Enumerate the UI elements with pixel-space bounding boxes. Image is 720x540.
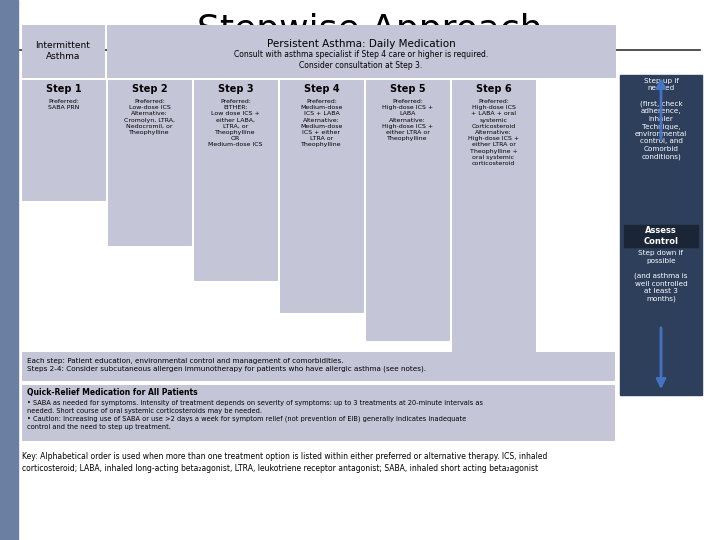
Text: Step 5: Step 5	[390, 84, 426, 94]
Bar	[624, 225, 698, 247]
Text: Preferred:
Medium-dose
ICS + LABA
Alternative:
Medium-dose
ICS + either
LTRA or
: Preferred: Medium-dose ICS + LABA Altern…	[300, 99, 343, 147]
Text: Preferred:
High-dose ICS
+ LABA + oral
systemic
Corticosteroid
Alternative:
High: Preferred: High-dose ICS + LABA + oral s…	[468, 99, 519, 166]
Text: Step up if
needed

(first, check
adherence,
inhaler
Technique,
environmental
con: Step up if needed (first, check adherenc…	[635, 78, 687, 160]
Text: Preferred:
EITHER:
Low dose ICS +
either LABA,
LTRA, or
Theophylline
OR
Medium-d: Preferred: EITHER: Low dose ICS + either…	[208, 99, 263, 147]
Bar	[22, 25, 104, 77]
Text: Consult with asthma specialist if Step 4 care or higher is required.
Consider co: Consult with asthma specialist if Step 4…	[234, 50, 488, 70]
Bar	[107, 25, 615, 77]
Text: Step 3: Step 3	[217, 84, 253, 94]
Bar	[22, 385, 614, 440]
Text: Quick-Relief Medication for All Patients: Quick-Relief Medication for All Patients	[27, 388, 197, 396]
Text: • SABA as needed for symptoms. Intensity of treatment depends on severity of sym: • SABA as needed for symptoms. Intensity…	[27, 400, 483, 430]
Text: Step 2: Step 2	[132, 84, 167, 94]
Text: Step 4: Step 4	[304, 84, 339, 94]
Text: Preferred:
High-dose ICS +
LABA
Alternative:
High-dose ICS +
either LTRA or
Theo: Preferred: High-dose ICS + LABA Alternat…	[382, 99, 433, 141]
Bar	[452, 80, 535, 370]
Text: Preferred:
Low-dose ICS
Alternative:
Cromolyn, LTRA,
Nedocromil, or
Theophylline: Preferred: Low-dose ICS Alternative: Cro…	[124, 99, 175, 135]
Text: Step down if
possible

(and asthma is
well controlled
at least 3
months): Step down if possible (and asthma is wel…	[634, 250, 688, 302]
Bar	[194, 80, 277, 280]
Text: Intermittent
Asthma: Intermittent Asthma	[35, 41, 91, 60]
Text: Key: Alphabetical order is used when more than one treatment option is listed wi: Key: Alphabetical order is used when mor…	[22, 452, 547, 473]
Bar	[0, 0, 18, 540]
Text: Preferred:
SABA PRN: Preferred: SABA PRN	[48, 99, 79, 110]
Bar	[22, 80, 105, 200]
Text: Step 1: Step 1	[45, 84, 81, 94]
Text: Persistent Asthma: Daily Medication: Persistent Asthma: Daily Medication	[266, 39, 455, 49]
Text: FIGURE 4–1b. STEPWISE APPROACH FOR MANAGING ASTHMA IN CHILDREN 5-11 YEARS OF AGE: FIGURE 4–1b. STEPWISE APPROACH FOR MANAG…	[189, 51, 552, 60]
Bar	[22, 352, 614, 380]
Bar	[620, 75, 702, 395]
Text: Each step: Patient education, environmental control and management of comorbidit: Each step: Patient education, environmen…	[27, 357, 426, 372]
Text: Step 6: Step 6	[476, 84, 511, 94]
Bar	[108, 80, 191, 245]
Bar	[280, 80, 363, 312]
Bar	[366, 80, 449, 340]
Text: Stepwise Approach: Stepwise Approach	[197, 13, 543, 47]
Text: Assess
Control: Assess Control	[644, 226, 678, 246]
